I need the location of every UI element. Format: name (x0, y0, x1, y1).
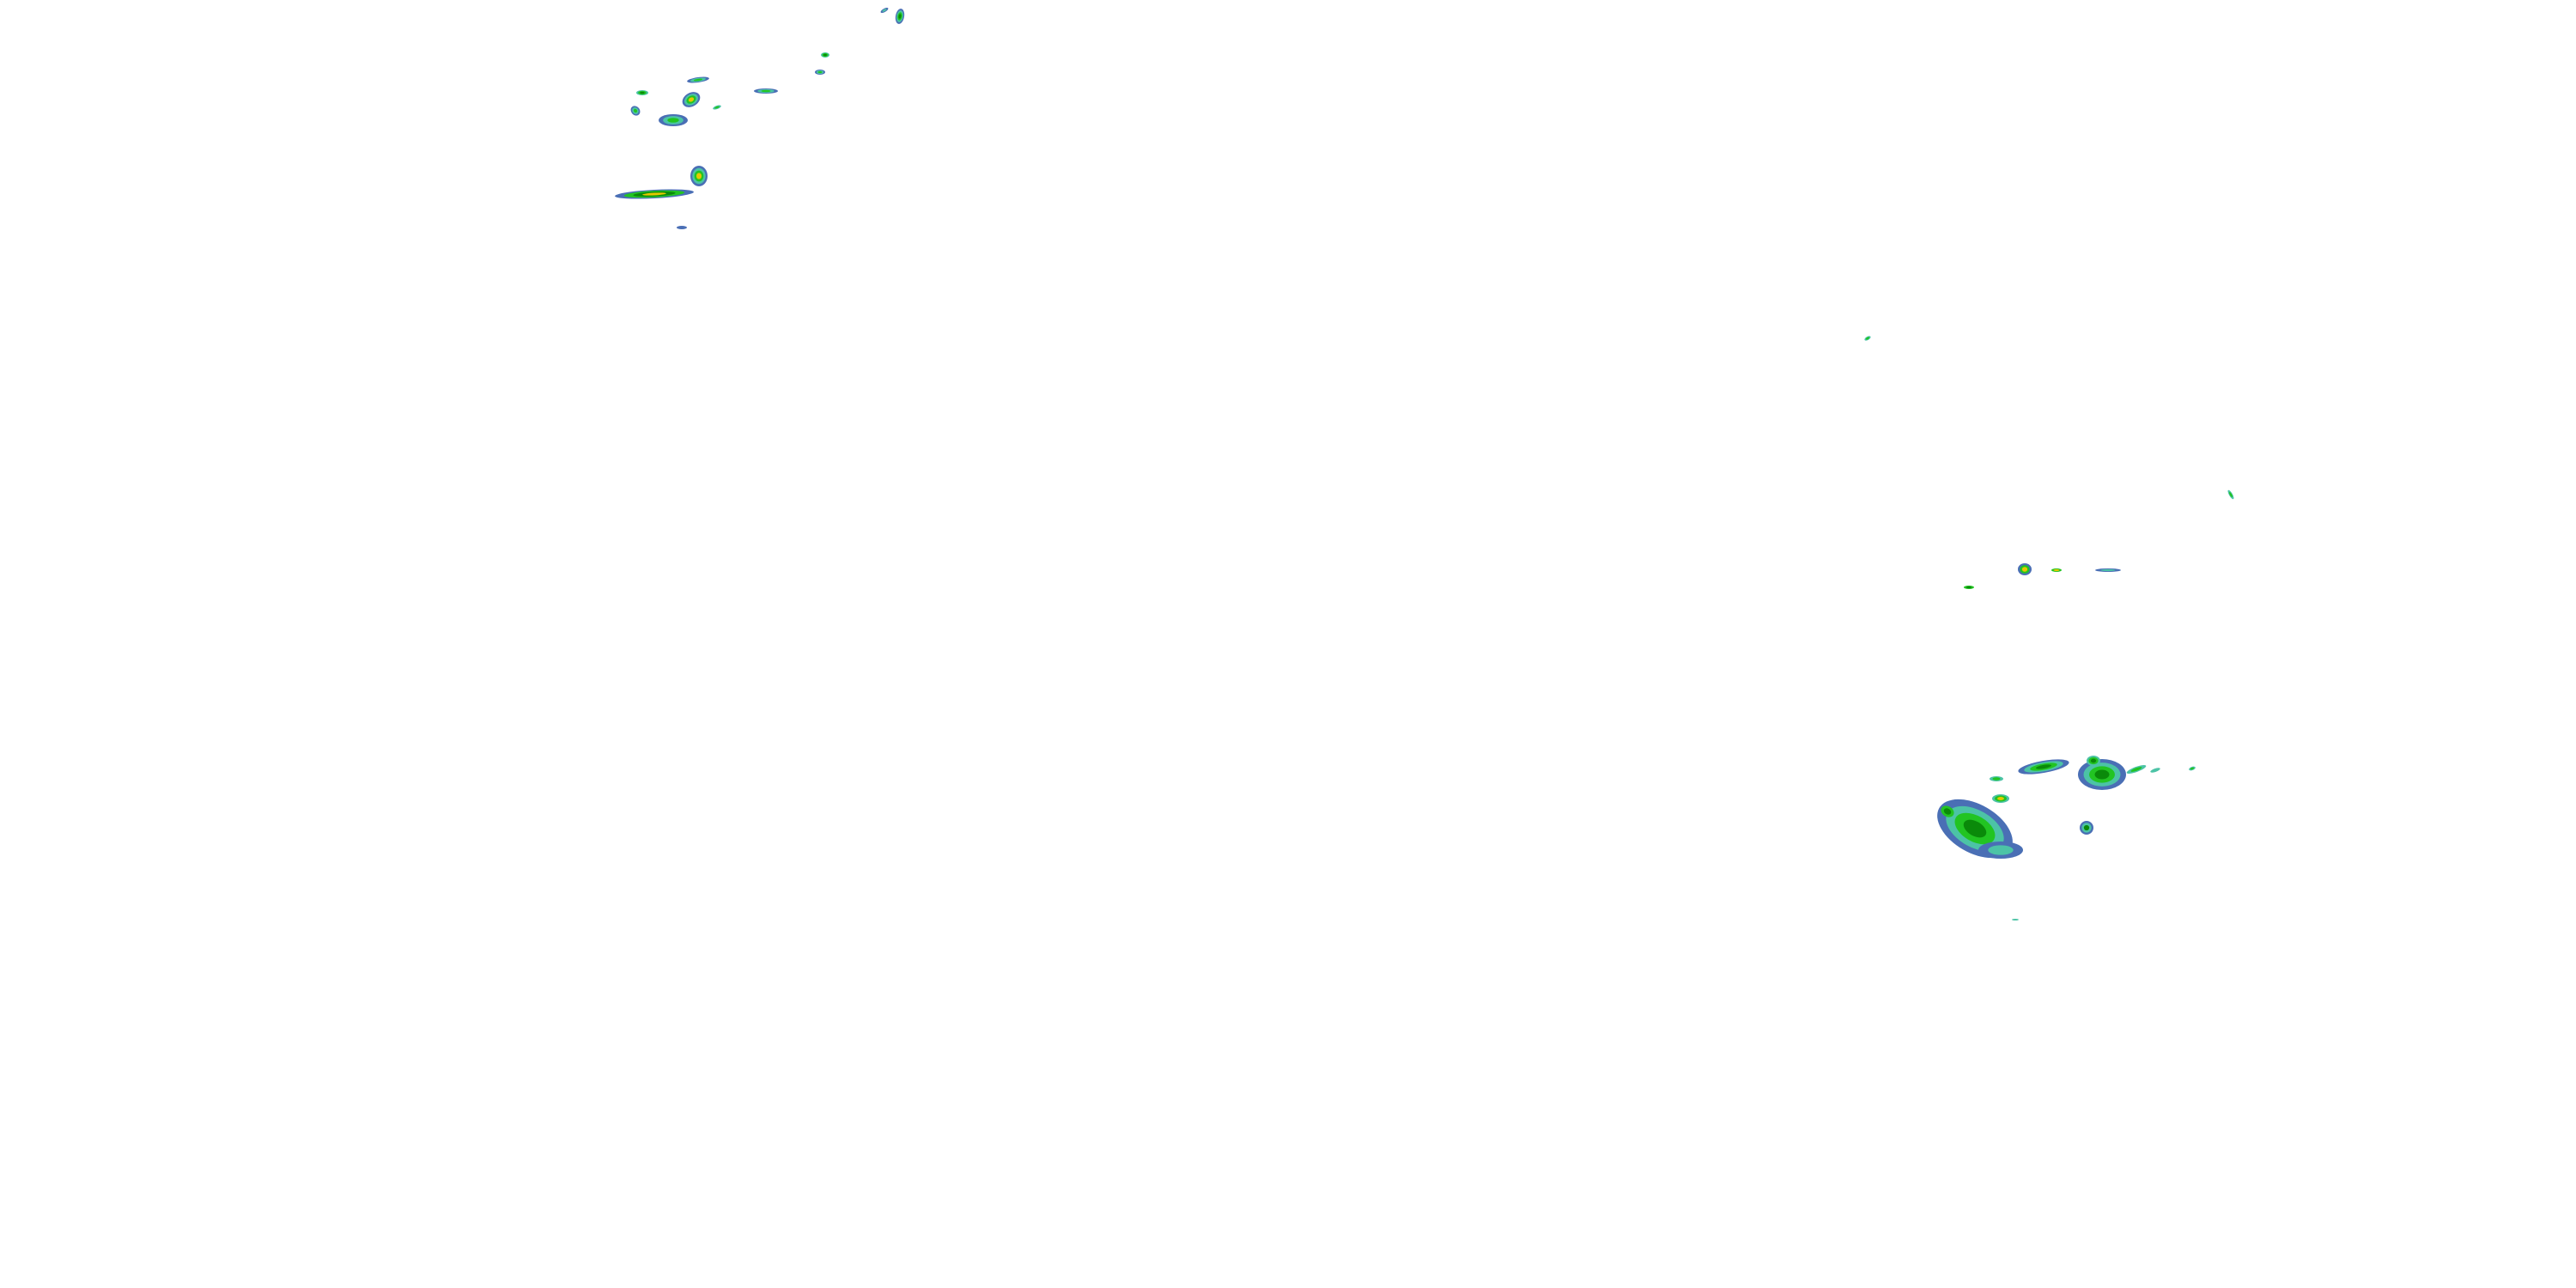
precip-echo-light-moderate (1988, 845, 2014, 855)
precip-echo-moderate (667, 118, 679, 123)
precip-echo-moderate (2130, 767, 2142, 772)
precip-echo-light-moderate (2150, 768, 2160, 773)
precip-echo-moderate (2229, 492, 2233, 497)
precip-echo-heavy (1963, 819, 1987, 838)
precip-echo-moderate (633, 108, 638, 113)
precip-echo-heavy (898, 14, 902, 19)
precip-echo-heavy (2094, 769, 2110, 780)
precip-echo-very-heavy (688, 97, 695, 102)
precip-echo-moderate (714, 106, 720, 109)
precip-echo-moderate (693, 78, 703, 82)
precip-echo-heavy (640, 91, 645, 94)
precip-echo-light-moderate (2012, 919, 2019, 920)
precip-echo-heavy (2036, 764, 2051, 769)
precip-echo-moderate (1865, 337, 1870, 340)
precipitation-cells (615, 7, 2234, 920)
precip-echo-moderate (2190, 767, 2195, 770)
precip-echo-moderate (817, 70, 823, 74)
precip-echo-very-heavy (696, 173, 702, 179)
precip-echo-very-heavy (2053, 568, 2060, 572)
precip-echo-moderate (1992, 777, 2001, 781)
precip-echo-heavy (1965, 586, 1972, 589)
precip-echo-heavy (823, 53, 827, 57)
precip-echo-heavy (2083, 824, 2090, 831)
precip-echo-heavy (1943, 808, 1952, 815)
precip-echo-heavy (2090, 758, 2097, 763)
precip-echo-light-moderate (2100, 568, 2116, 572)
precip-echo-light-moderate (882, 9, 887, 12)
precip-echo-light (677, 226, 687, 229)
precip-echo-very-heavy (2021, 567, 2028, 572)
precip-echo-moderate (761, 89, 771, 93)
precip-echo-very-heavy (1997, 797, 2004, 800)
precip-echo-very-heavy (642, 192, 666, 196)
